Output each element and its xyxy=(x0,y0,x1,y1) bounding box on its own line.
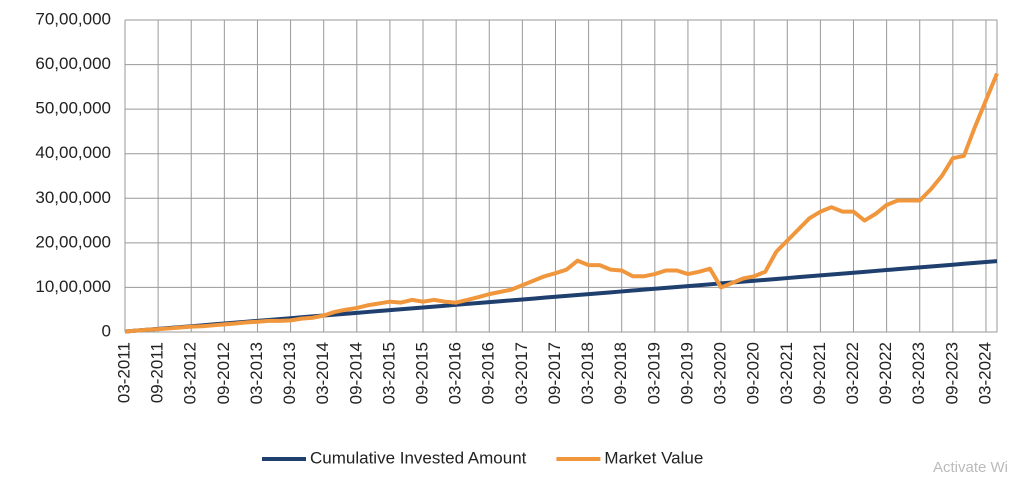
x-tick-label: 09-2020 xyxy=(744,342,763,404)
x-tick-label: 03-2017 xyxy=(512,342,531,404)
x-tick-label: 09-2014 xyxy=(346,342,365,404)
x-tick-label: 09-2012 xyxy=(214,342,233,404)
y-tick-label: 30,00,000 xyxy=(35,188,111,207)
x-tick-label: 09-2016 xyxy=(479,342,498,404)
y-tick-label: 0 xyxy=(102,321,111,340)
x-tick-label: 03-2024 xyxy=(975,342,994,404)
y-tick-label: 10,00,000 xyxy=(35,277,111,296)
x-tick-label: 09-2017 xyxy=(545,342,564,404)
x-tick-label: 03-2018 xyxy=(578,342,597,404)
y-tick-label: 20,00,000 xyxy=(35,232,111,251)
x-tick-label: 09-2015 xyxy=(413,342,432,404)
y-tick-label: 50,00,000 xyxy=(35,99,111,118)
watermark: Activate Wi xyxy=(933,459,1008,476)
x-tick-label: 03-2019 xyxy=(644,342,663,404)
x-tick-label: 09-2013 xyxy=(280,342,299,404)
line xyxy=(124,72,999,334)
legend-label: Cumulative Invested Amount xyxy=(310,448,527,467)
y-tick-label: 60,00,000 xyxy=(35,54,111,73)
y-tick-label: 70,00,000 xyxy=(35,9,111,28)
y-tick-label: 40,00,000 xyxy=(35,143,111,162)
x-tick-label: 03-2020 xyxy=(711,342,730,404)
x-tick-label: 03-2014 xyxy=(313,342,332,404)
legend-label: Market Value xyxy=(604,448,703,467)
x-tick-label: 03-2023 xyxy=(909,342,928,404)
x-tick-label: 03-2022 xyxy=(843,342,862,404)
x-tick-label: 09-2022 xyxy=(876,342,895,404)
x-tick-label: 09-2023 xyxy=(942,342,961,404)
x-tick-label: 09-2019 xyxy=(677,342,696,404)
x-tick-label: 03-2016 xyxy=(446,342,465,404)
x-tick-label: 03-2021 xyxy=(777,342,796,404)
x-tick-label: 03-2013 xyxy=(247,342,266,404)
x-tick-label: 03-2011 xyxy=(114,342,133,403)
x-tick-label: 09-2021 xyxy=(810,342,829,404)
x-tick-label: 09-2011 xyxy=(148,342,167,403)
x-tick-label: 09-2018 xyxy=(611,342,630,404)
x-tick-label: 03-2015 xyxy=(379,342,398,404)
x-tick-label: 03-2012 xyxy=(181,342,200,404)
